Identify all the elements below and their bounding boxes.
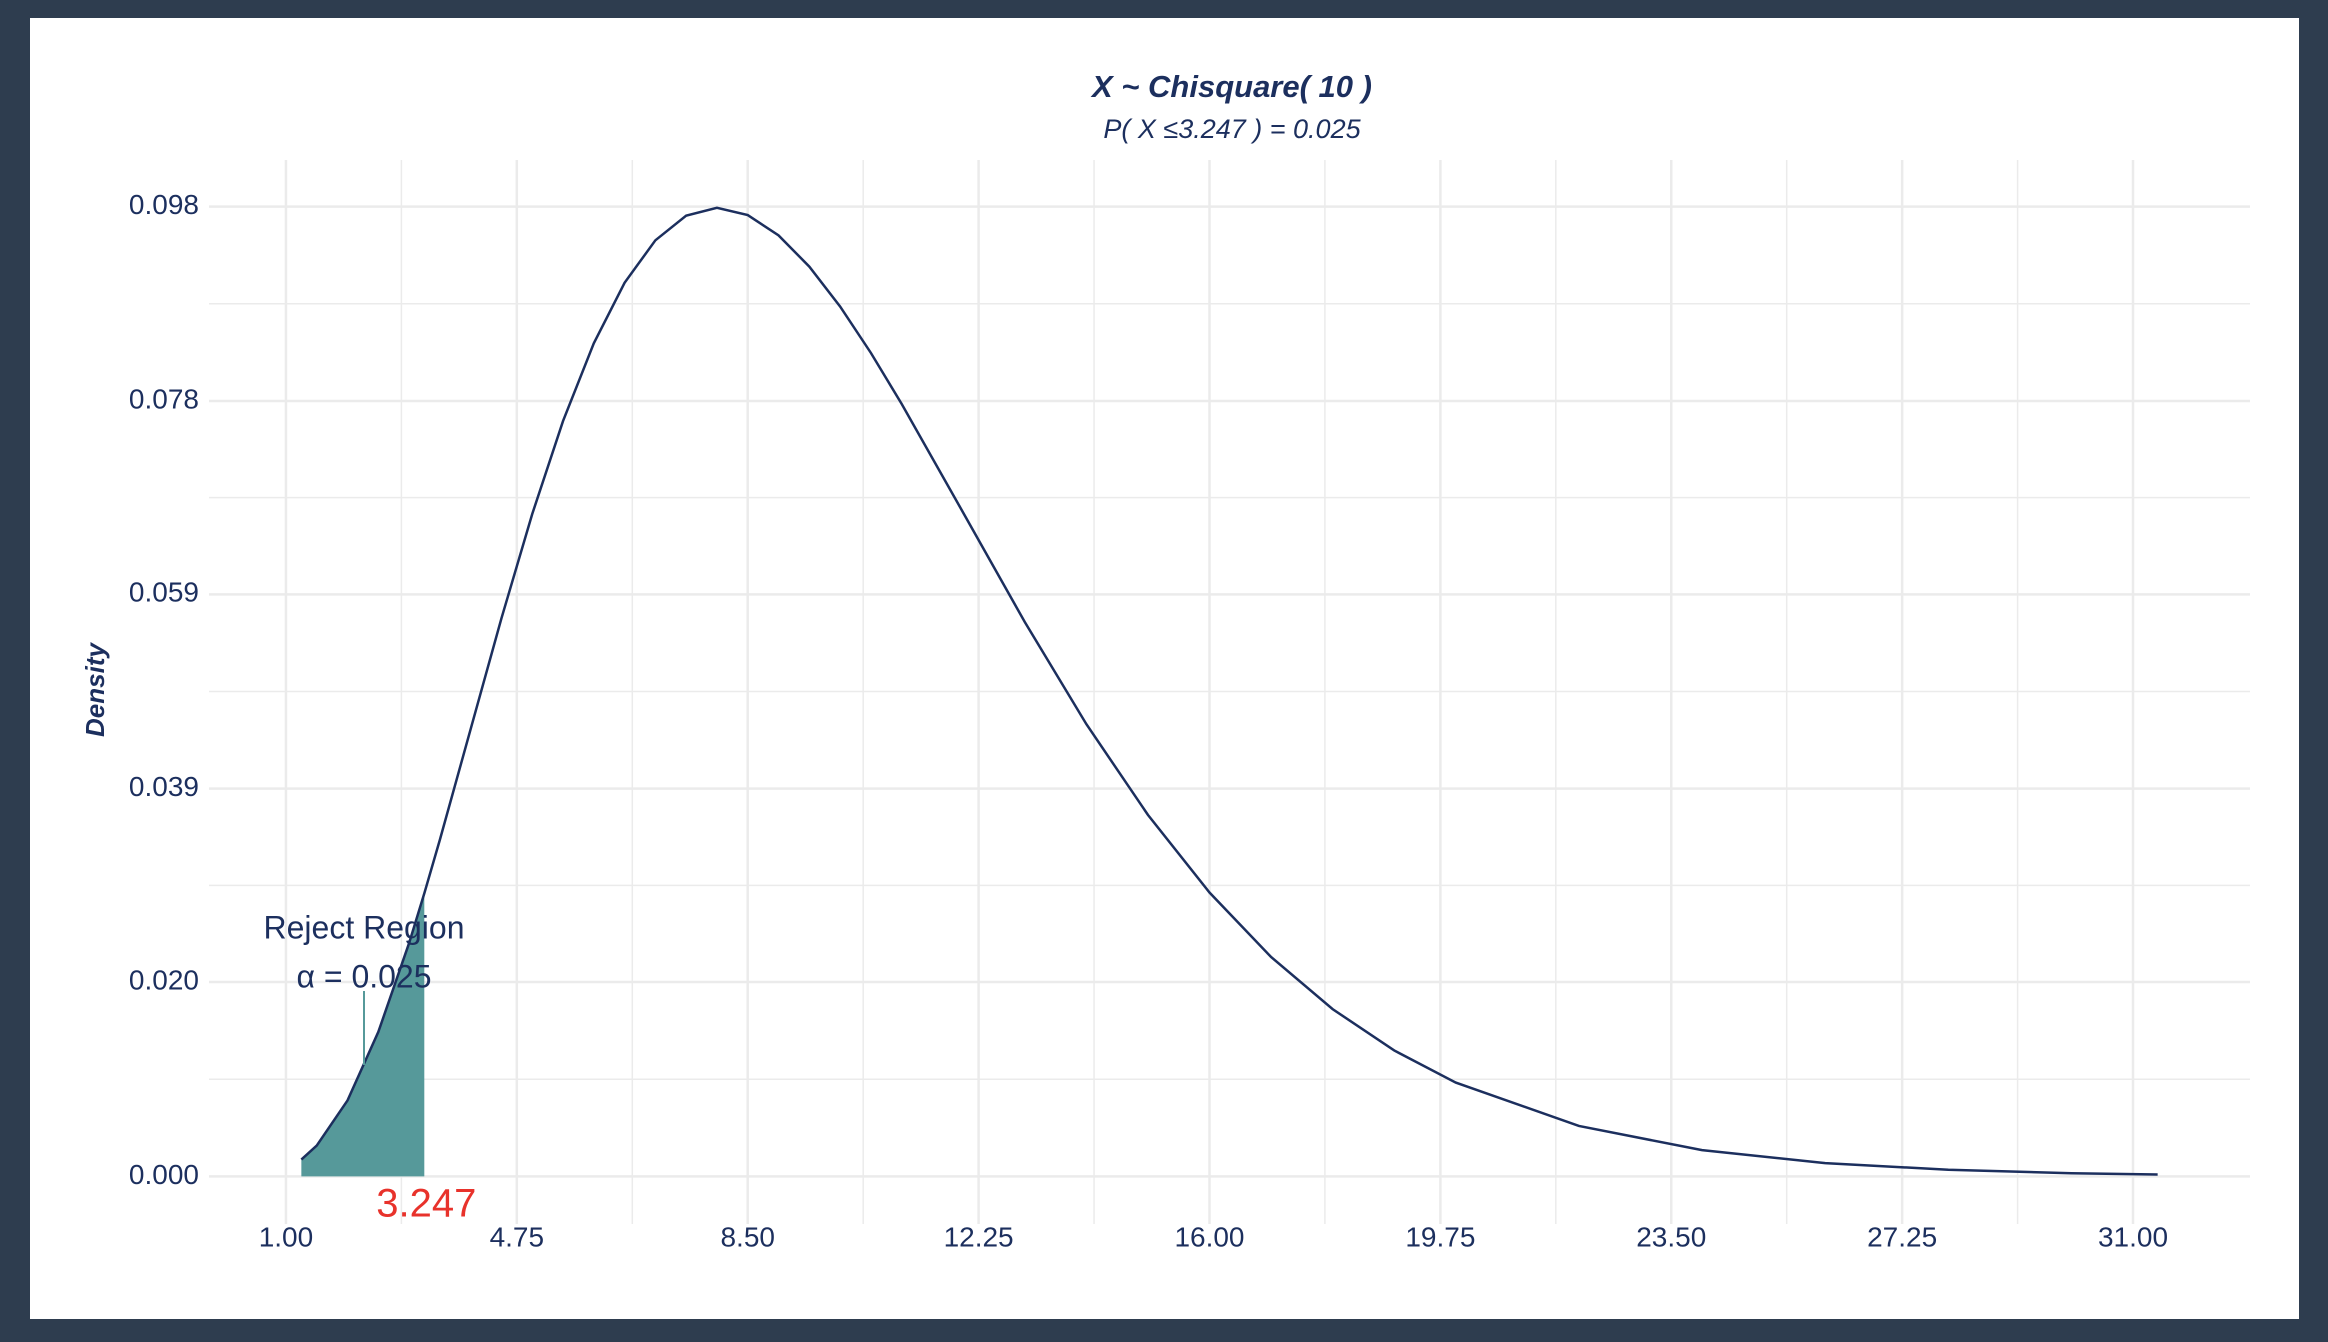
- y-tick-label: 0.078: [129, 383, 199, 414]
- x-tick-label: 12.25: [944, 1221, 1014, 1252]
- reject-region: [301, 893, 425, 1177]
- x-tick-label: 4.75: [490, 1221, 545, 1252]
- critical-value-label: 3.247: [376, 1182, 476, 1226]
- x-tick-label: 16.00: [1174, 1221, 1244, 1252]
- y-axis-label: Density: [80, 642, 110, 737]
- y-tick-label: 0.059: [129, 577, 199, 608]
- annotation: α = 0.025: [296, 958, 431, 994]
- annotation: Reject Region: [264, 909, 465, 945]
- y-tick-label: 0.039: [129, 771, 199, 802]
- x-tick-label: 1.00: [259, 1221, 314, 1252]
- chart-subtitle: P( X ≤3.247 ) = 0.025: [1103, 114, 1361, 144]
- x-tick-label: 8.50: [720, 1221, 775, 1252]
- x-tick-label: 23.50: [1636, 1221, 1706, 1252]
- x-tick-label: 19.75: [1405, 1221, 1475, 1252]
- density-line: [300, 206, 2158, 1176]
- y-tick-label: 0.020: [129, 964, 199, 995]
- chart-title: X ~ Chisquare( 10 ): [1090, 69, 1372, 104]
- y-tick-label: 0.000: [129, 1159, 199, 1190]
- x-tick-label: 27.25: [1867, 1221, 1937, 1252]
- y-tick-label: 0.098: [129, 189, 199, 220]
- x-tick-label: 31.00: [2098, 1221, 2168, 1252]
